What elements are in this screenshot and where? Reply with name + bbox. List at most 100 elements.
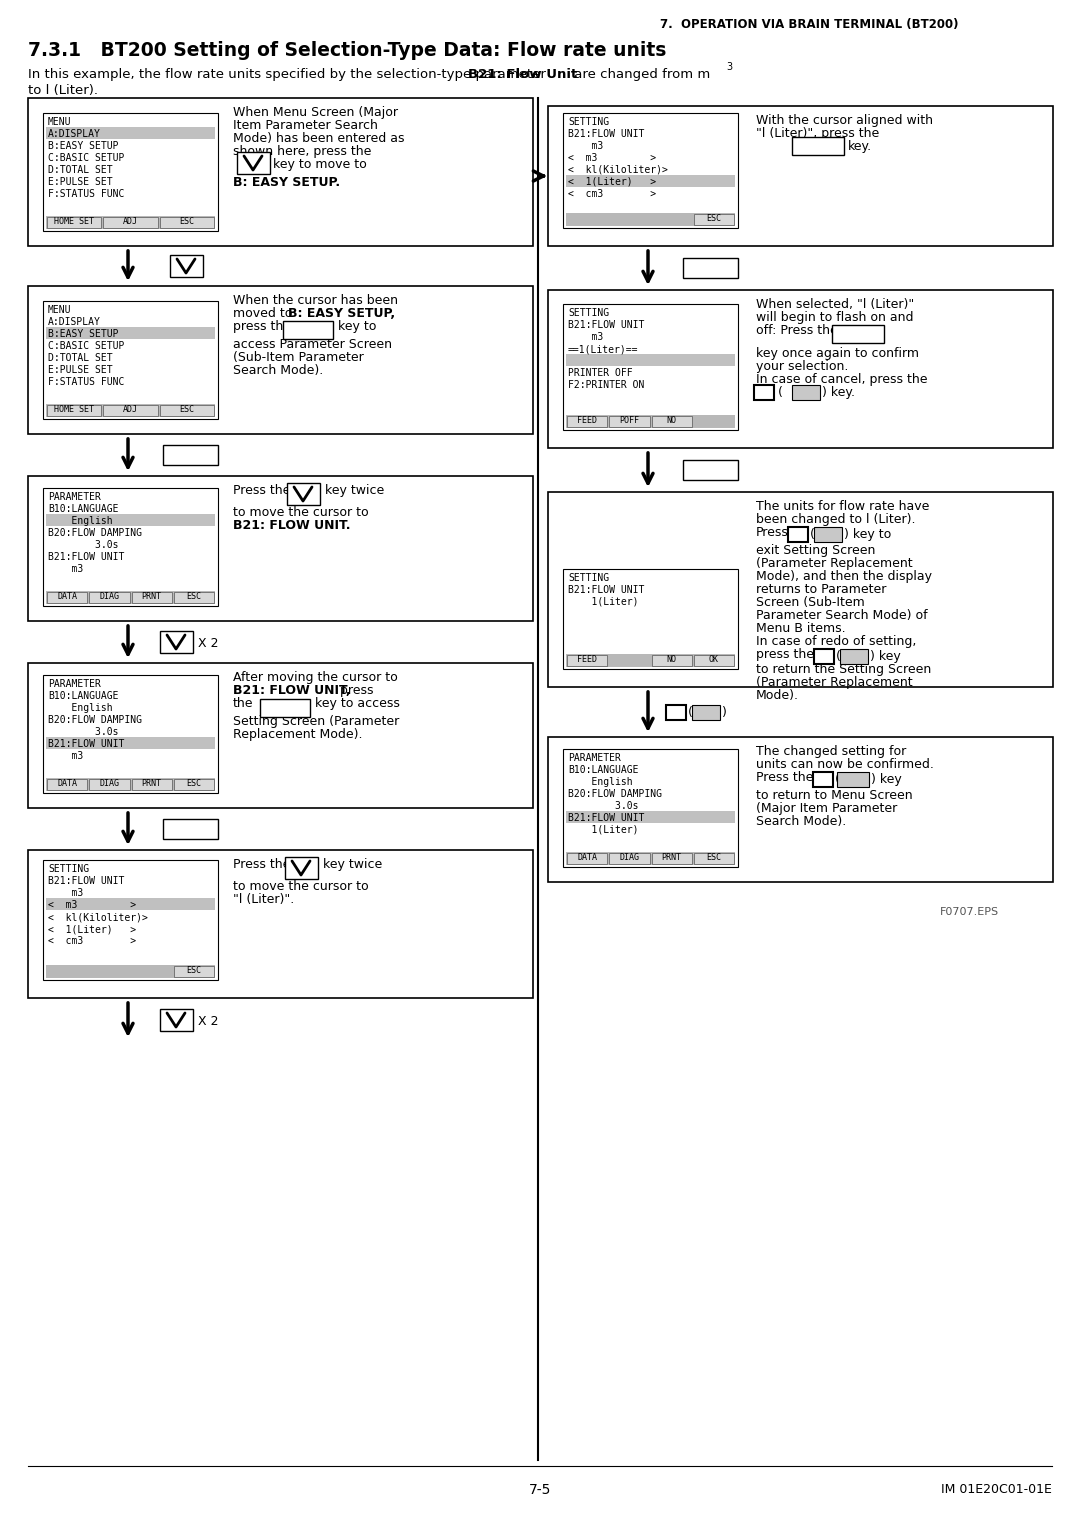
FancyBboxPatch shape [693, 853, 734, 863]
FancyBboxPatch shape [286, 483, 320, 504]
Text: F3: F3 [756, 387, 771, 396]
Text: <  cm3        >: < cm3 > [48, 937, 136, 946]
Text: 3: 3 [726, 63, 732, 72]
FancyBboxPatch shape [692, 704, 720, 720]
Text: (: ( [836, 649, 841, 663]
Text: m3: m3 [48, 750, 83, 761]
FancyBboxPatch shape [837, 772, 869, 787]
Text: FEED: FEED [577, 416, 597, 425]
Text: m3: m3 [568, 141, 604, 151]
FancyBboxPatch shape [43, 675, 218, 793]
Text: m3: m3 [48, 564, 83, 575]
Text: SETTING: SETTING [568, 309, 609, 318]
Text: F:STATUS FUNC: F:STATUS FUNC [48, 189, 124, 199]
Text: units can now be confirmed.: units can now be confirmed. [756, 758, 934, 772]
FancyBboxPatch shape [283, 321, 333, 339]
FancyBboxPatch shape [548, 290, 1053, 448]
Text: B: EASY SETUP,: B: EASY SETUP, [288, 307, 395, 319]
FancyBboxPatch shape [563, 568, 738, 669]
Text: English: English [48, 516, 112, 526]
Text: <  1(Liter)   >: < 1(Liter) > [48, 924, 136, 934]
Text: PARAMETER: PARAMETER [568, 753, 621, 762]
Text: B21: FLOW UNIT.: B21: FLOW UNIT. [233, 520, 351, 532]
Text: F4: F4 [791, 529, 806, 538]
FancyBboxPatch shape [563, 304, 738, 429]
FancyBboxPatch shape [46, 215, 215, 229]
Text: C:BASIC SETUP: C:BASIC SETUP [48, 341, 124, 351]
Text: (: ( [810, 529, 815, 541]
Text: Screen (Sub-Item: Screen (Sub-Item [756, 596, 865, 610]
Text: DATA: DATA [577, 853, 597, 862]
Text: exit Setting Screen: exit Setting Screen [756, 544, 876, 558]
Text: ) key: ) key [870, 649, 901, 663]
Text: NO: NO [666, 416, 677, 425]
Text: Setting Screen (Parameter: Setting Screen (Parameter [233, 715, 400, 727]
Text: Press the: Press the [233, 859, 291, 871]
Text: B20:FLOW DAMPING: B20:FLOW DAMPING [568, 788, 662, 799]
Text: been changed to l (Liter).: been changed to l (Liter). [756, 513, 916, 526]
FancyBboxPatch shape [567, 656, 607, 666]
FancyBboxPatch shape [132, 779, 172, 790]
FancyBboxPatch shape [566, 212, 735, 226]
FancyBboxPatch shape [609, 853, 649, 863]
Text: Search Mode).: Search Mode). [233, 364, 323, 377]
Text: press: press [336, 685, 374, 697]
Text: the: the [233, 697, 254, 711]
FancyBboxPatch shape [162, 445, 217, 465]
FancyBboxPatch shape [567, 853, 607, 863]
FancyBboxPatch shape [563, 749, 738, 866]
Text: MENU: MENU [48, 306, 71, 315]
Text: B20:FLOW DAMPING: B20:FLOW DAMPING [48, 529, 141, 538]
Text: 3.0s: 3.0s [568, 801, 638, 811]
Text: F4: F4 [815, 773, 831, 782]
FancyBboxPatch shape [46, 591, 215, 604]
Text: ADJ: ADJ [123, 405, 138, 414]
FancyBboxPatch shape [284, 857, 318, 879]
FancyBboxPatch shape [28, 286, 534, 434]
Text: ESC: ESC [187, 779, 201, 788]
FancyBboxPatch shape [174, 779, 214, 790]
Text: access Parameter Screen: access Parameter Screen [233, 338, 392, 351]
Text: OK: OK [708, 656, 719, 665]
FancyBboxPatch shape [566, 176, 735, 186]
Text: ) key.: ) key. [822, 387, 855, 399]
Text: PRNT: PRNT [141, 591, 162, 601]
Text: B10:LANGUAGE: B10:LANGUAGE [568, 766, 638, 775]
Text: IM 01E20C01-01E: IM 01E20C01-01E [941, 1484, 1052, 1496]
FancyBboxPatch shape [609, 416, 649, 426]
FancyBboxPatch shape [46, 778, 215, 792]
Text: Press the: Press the [756, 772, 813, 784]
FancyBboxPatch shape [48, 591, 87, 604]
FancyBboxPatch shape [43, 113, 218, 231]
FancyBboxPatch shape [48, 405, 102, 416]
Text: F0707.EPS: F0707.EPS [940, 908, 999, 917]
FancyBboxPatch shape [548, 105, 1053, 246]
Text: B10:LANGUAGE: B10:LANGUAGE [48, 504, 119, 513]
Text: (: ( [835, 773, 840, 785]
Text: 1(Liter): 1(Liter) [568, 597, 638, 607]
Text: D:TOTAL SET: D:TOTAL SET [48, 165, 112, 176]
Text: 3.0s: 3.0s [48, 727, 119, 736]
Text: ) key to: ) key to [843, 529, 891, 541]
Text: SETTING: SETTING [568, 573, 609, 584]
Text: <  m3         >: < m3 > [568, 153, 657, 163]
Text: NO: NO [848, 649, 860, 660]
Text: "l (Liter)".: "l (Liter)". [233, 892, 294, 906]
FancyBboxPatch shape [160, 405, 214, 416]
FancyBboxPatch shape [46, 127, 215, 139]
Text: PARAMETER: PARAMETER [48, 492, 100, 503]
Text: key once again to confirm: key once again to confirm [756, 347, 919, 361]
Text: SETTING: SETTING [48, 863, 90, 874]
Text: FEED: FEED [577, 656, 597, 665]
Text: In case of cancel, press the: In case of cancel, press the [756, 373, 928, 387]
Text: X 2: X 2 [198, 1015, 218, 1028]
Text: to return to Menu Screen: to return to Menu Screen [756, 788, 913, 802]
Text: B21:FLOW UNIT: B21:FLOW UNIT [568, 128, 645, 139]
Text: PRNT: PRNT [662, 853, 681, 862]
Text: (Sub-Item Parameter: (Sub-Item Parameter [233, 351, 364, 364]
Text: will begin to flash on and: will begin to flash on and [756, 312, 914, 324]
Text: shown here, press the: shown here, press the [233, 145, 372, 157]
Text: ENTER: ENTER [690, 465, 730, 474]
Text: (: ( [688, 706, 693, 720]
Text: B21:FLOW UNIT: B21:FLOW UNIT [48, 876, 124, 886]
